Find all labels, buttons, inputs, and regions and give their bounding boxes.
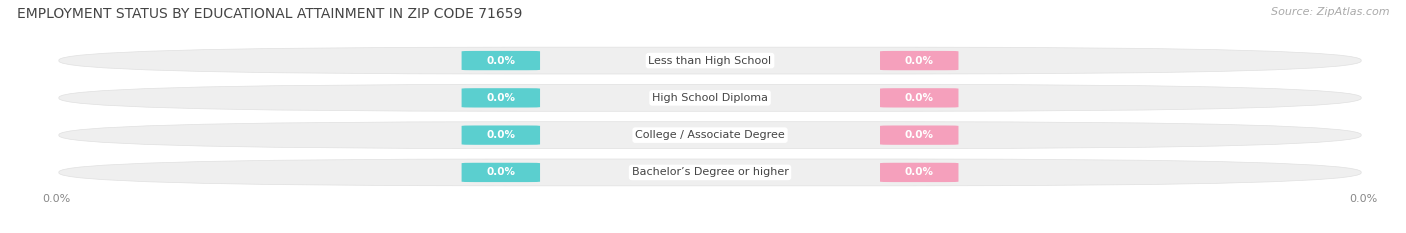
FancyBboxPatch shape (59, 84, 1361, 111)
FancyBboxPatch shape (880, 88, 959, 107)
Text: 0.0%: 0.0% (486, 56, 516, 65)
Text: 0.0%: 0.0% (904, 93, 934, 103)
Text: 0.0%: 0.0% (486, 130, 516, 140)
Text: 0.0%: 0.0% (904, 56, 934, 65)
Text: 0.0%: 0.0% (904, 168, 934, 177)
Text: EMPLOYMENT STATUS BY EDUCATIONAL ATTAINMENT IN ZIP CODE 71659: EMPLOYMENT STATUS BY EDUCATIONAL ATTAINM… (17, 7, 522, 21)
Text: 0.0%: 0.0% (486, 93, 516, 103)
Text: College / Associate Degree: College / Associate Degree (636, 130, 785, 140)
FancyBboxPatch shape (59, 159, 1361, 186)
FancyBboxPatch shape (59, 122, 1361, 149)
FancyBboxPatch shape (880, 126, 959, 145)
FancyBboxPatch shape (461, 51, 540, 70)
Text: 0.0%: 0.0% (904, 130, 934, 140)
Text: Source: ZipAtlas.com: Source: ZipAtlas.com (1271, 7, 1389, 17)
Text: Less than High School: Less than High School (648, 56, 772, 65)
Text: High School Diploma: High School Diploma (652, 93, 768, 103)
Text: 0.0%: 0.0% (486, 168, 516, 177)
FancyBboxPatch shape (461, 88, 540, 107)
Text: Bachelor’s Degree or higher: Bachelor’s Degree or higher (631, 168, 789, 177)
FancyBboxPatch shape (880, 163, 959, 182)
FancyBboxPatch shape (461, 126, 540, 145)
FancyBboxPatch shape (880, 51, 959, 70)
FancyBboxPatch shape (461, 163, 540, 182)
FancyBboxPatch shape (59, 47, 1361, 74)
